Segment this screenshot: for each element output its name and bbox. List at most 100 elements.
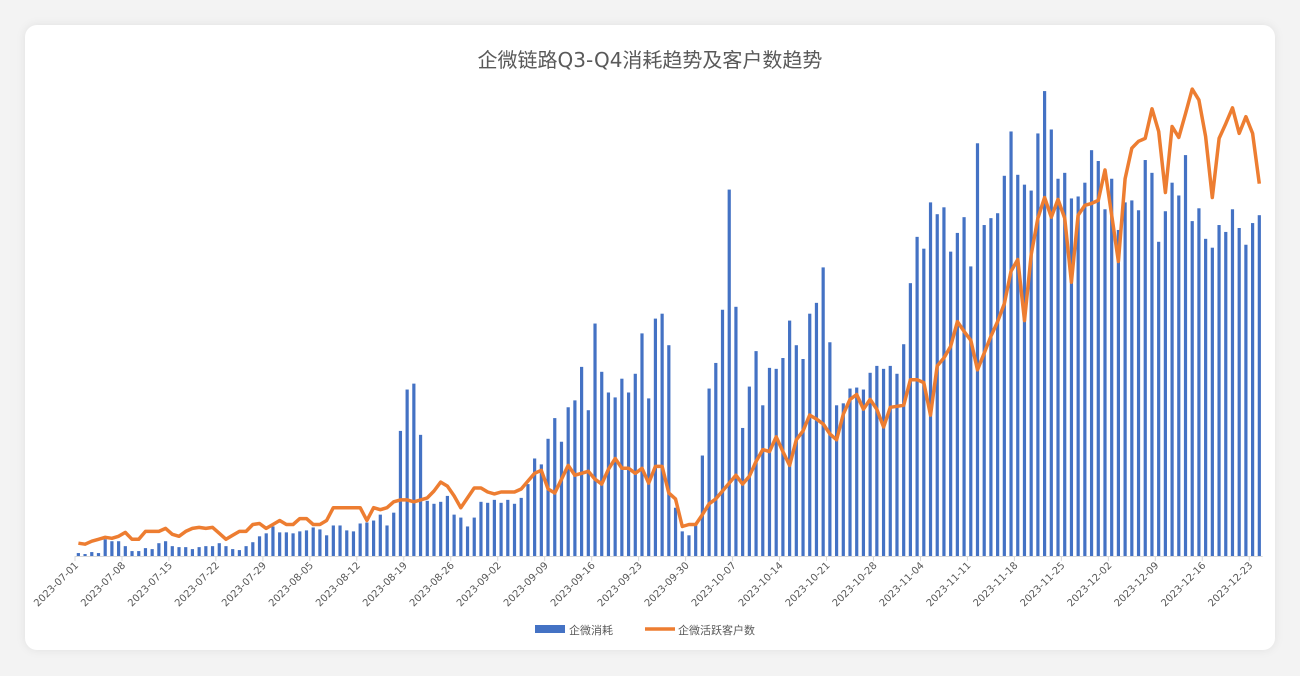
bar bbox=[184, 547, 188, 556]
bar bbox=[83, 554, 87, 556]
bar bbox=[996, 213, 1000, 556]
bar bbox=[526, 484, 530, 556]
bar bbox=[861, 389, 866, 556]
bar bbox=[989, 218, 993, 556]
bar bbox=[1163, 211, 1167, 556]
bar bbox=[720, 309, 725, 556]
bar bbox=[351, 531, 356, 556]
bar bbox=[660, 313, 664, 556]
bar bbox=[566, 407, 570, 556]
bar bbox=[734, 306, 738, 556]
bar bbox=[1029, 190, 1033, 556]
bar bbox=[378, 514, 382, 556]
bar bbox=[237, 550, 241, 556]
bar bbox=[492, 499, 496, 556]
bar bbox=[1210, 247, 1214, 556]
bar bbox=[358, 523, 362, 556]
bar bbox=[821, 267, 825, 556]
x-tick-label: 2023-09-23 bbox=[596, 560, 645, 609]
bar bbox=[875, 365, 879, 556]
bar bbox=[774, 368, 778, 556]
bar bbox=[1217, 225, 1221, 557]
bar bbox=[848, 388, 852, 556]
bar bbox=[163, 541, 168, 556]
bar bbox=[177, 547, 181, 556]
bar bbox=[1116, 229, 1121, 556]
bar bbox=[667, 345, 671, 556]
bar bbox=[687, 535, 691, 556]
bar bbox=[982, 225, 986, 557]
x-tick-label: 2023-10-28 bbox=[831, 560, 880, 609]
bar bbox=[257, 536, 262, 556]
x-tick-label: 2023-07-01 bbox=[32, 560, 81, 609]
bar bbox=[298, 531, 302, 556]
bar bbox=[962, 217, 966, 556]
bar bbox=[580, 366, 584, 556]
bar bbox=[432, 503, 436, 556]
bar bbox=[834, 405, 839, 556]
bar bbox=[130, 551, 134, 556]
bar bbox=[251, 542, 255, 556]
bar bbox=[553, 418, 557, 556]
bar bbox=[345, 530, 349, 556]
bar bbox=[935, 214, 939, 556]
bar bbox=[1177, 195, 1181, 557]
bar bbox=[680, 531, 684, 556]
bar bbox=[445, 495, 450, 556]
bar bbox=[224, 546, 228, 556]
bar bbox=[1230, 209, 1235, 556]
x-tick-label: 2023-11-25 bbox=[1019, 560, 1068, 609]
bar bbox=[828, 342, 832, 556]
bar bbox=[1103, 209, 1107, 556]
bar bbox=[928, 202, 933, 556]
bar bbox=[1237, 227, 1241, 556]
bar bbox=[1130, 200, 1134, 557]
bar bbox=[1009, 131, 1013, 556]
bar bbox=[405, 389, 409, 556]
bar bbox=[190, 549, 195, 556]
bar bbox=[653, 318, 658, 556]
bar bbox=[1089, 150, 1094, 556]
x-tick-label: 2023-12-16 bbox=[1160, 560, 1209, 609]
bar bbox=[143, 548, 148, 556]
bar bbox=[949, 251, 953, 556]
bar bbox=[1002, 175, 1006, 557]
bar bbox=[459, 517, 463, 556]
bar bbox=[291, 533, 295, 556]
bar bbox=[808, 313, 812, 556]
bar bbox=[137, 551, 141, 556]
x-tick-label: 2023-08-19 bbox=[361, 560, 410, 609]
chart-title: 企微链路Q3-Q4消耗趋势及客户数趋势 bbox=[477, 48, 823, 72]
bar bbox=[788, 320, 792, 556]
bar bbox=[1143, 160, 1147, 556]
x-tick-label: 2023-09-09 bbox=[502, 560, 551, 609]
x-tick-label: 2023-08-26 bbox=[408, 560, 457, 609]
bar bbox=[278, 532, 282, 556]
bar bbox=[465, 526, 470, 556]
bar bbox=[392, 512, 396, 556]
bar bbox=[1083, 182, 1087, 556]
bar bbox=[1244, 244, 1248, 557]
bar bbox=[707, 388, 711, 556]
bar bbox=[1183, 155, 1188, 557]
bar bbox=[123, 546, 127, 556]
x-tick-label: 2023-08-12 bbox=[314, 560, 363, 609]
x-tick-label: 2023-07-22 bbox=[173, 560, 222, 609]
bar bbox=[1157, 241, 1161, 556]
bar bbox=[385, 525, 389, 556]
bar bbox=[244, 546, 248, 556]
bar bbox=[955, 232, 959, 557]
bar bbox=[512, 503, 517, 556]
x-tick-label: 2023-12-09 bbox=[1113, 560, 1162, 609]
x-tick-label: 2023-11-04 bbox=[878, 560, 927, 609]
bar bbox=[264, 533, 268, 556]
bar bbox=[694, 525, 698, 556]
bar bbox=[486, 502, 490, 556]
bar bbox=[231, 549, 235, 556]
legend: 企微消耗 企微活跃客户数 bbox=[535, 623, 755, 637]
legend-label-bar: 企微消耗 bbox=[569, 623, 613, 637]
bar bbox=[633, 373, 637, 556]
bar bbox=[425, 500, 429, 556]
bar bbox=[539, 464, 543, 556]
